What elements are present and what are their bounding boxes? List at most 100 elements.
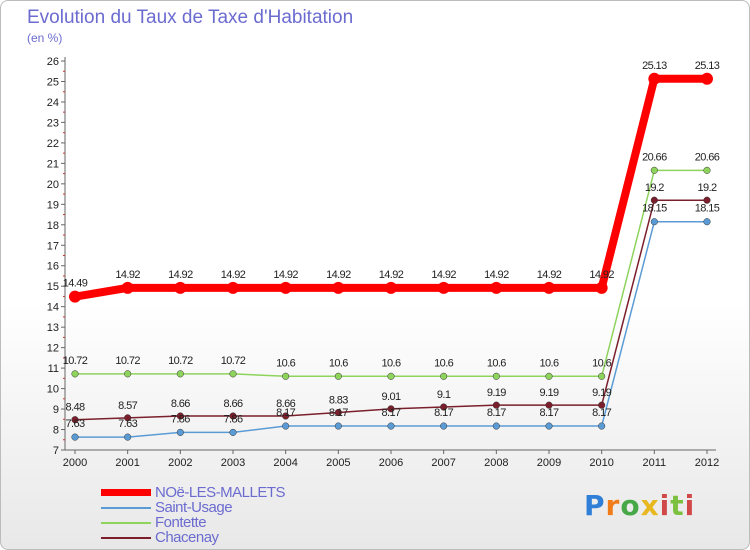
y-tick-label: 21 (47, 158, 59, 170)
data-point (440, 372, 448, 380)
data-label: 14.92 (273, 269, 298, 281)
data-point (71, 416, 79, 424)
y-tick-label: 9 (53, 404, 59, 416)
data-label: 14.92 (326, 269, 351, 281)
data-point (490, 281, 503, 294)
proxiti-logo: Proxiti (584, 489, 695, 522)
logo-letter: i (659, 489, 671, 522)
legend-swatch (101, 522, 151, 524)
data-point (334, 422, 342, 430)
data-point (650, 218, 658, 226)
x-tick-label: 2003 (221, 457, 245, 469)
data-point (282, 422, 290, 430)
data-label: 18.15 (695, 203, 720, 215)
legend-item: NOë-LES-MALLETS (101, 484, 361, 501)
data-point (176, 412, 184, 420)
data-point (332, 281, 345, 294)
chart-title: Evolution du Taux de Taxe d'Habitation (27, 7, 354, 28)
x-tick-label: 2010 (589, 457, 613, 469)
data-label: 10.6 (592, 357, 611, 369)
data-point (174, 281, 187, 294)
legend-label: Saint-Usage (155, 499, 233, 516)
legend-label: Fontette (155, 514, 207, 531)
x-tick-label: 2000 (63, 457, 87, 469)
y-tick-label: 24 (47, 97, 59, 109)
logo-letter: x (640, 489, 660, 522)
data-label: 9.1 (437, 389, 451, 401)
data-point (492, 422, 500, 430)
data-label: 8.17 (276, 407, 295, 419)
data-label: 10.6 (539, 357, 558, 369)
data-point (385, 281, 397, 294)
data-label: 14.92 (115, 269, 140, 281)
data-label: 18.15 (642, 203, 667, 215)
legend-item: Saint-Usage (101, 499, 361, 516)
data-label: 10.6 (487, 357, 506, 369)
y-tick-label: 7 (53, 445, 59, 457)
y-tick-label: 23 (47, 117, 59, 129)
data-label: 14.92 (589, 269, 614, 281)
logo-letter: r (605, 489, 621, 522)
y-tick-label: 20 (47, 179, 59, 191)
data-point (334, 372, 342, 380)
legend-item: Fontette (101, 514, 361, 531)
data-label: 10.72 (221, 355, 246, 367)
y-tick-label: 22 (47, 138, 59, 150)
y-tick-label: 26 (47, 56, 59, 68)
y-tick-label: 13 (47, 322, 59, 334)
data-label: 10.6 (329, 357, 348, 369)
data-point (227, 281, 239, 294)
x-tick-label: 2012 (695, 457, 719, 469)
data-point (334, 408, 342, 417)
data-point (440, 403, 448, 411)
data-point (229, 370, 237, 378)
logo-letter: i (684, 489, 696, 522)
data-point (387, 405, 395, 413)
data-label: 14.92 (431, 269, 456, 281)
data-point (703, 218, 711, 226)
data-label: 10.72 (115, 355, 140, 367)
logo-letter: t (670, 489, 685, 522)
x-tick-label: 2008 (484, 457, 508, 469)
data-point (176, 370, 184, 378)
data-point (648, 72, 661, 85)
data-point (545, 401, 553, 409)
data-label: 10.6 (434, 357, 453, 369)
data-point (701, 72, 713, 85)
data-label: 19.2 (645, 182, 664, 194)
data-point (703, 166, 711, 174)
data-point (124, 433, 132, 441)
data-label: 8.17 (487, 407, 506, 419)
data-point (121, 281, 134, 294)
data-label: 14.92 (221, 269, 246, 281)
data-label: 8.57 (118, 400, 137, 412)
data-point (229, 428, 237, 436)
data-label: 7.86 (223, 413, 242, 425)
data-label: 9.19 (487, 387, 506, 399)
data-point (176, 428, 184, 436)
data-label: 20.66 (642, 151, 667, 163)
data-label: 14.92 (168, 269, 193, 281)
data-label: 8.66 (171, 398, 190, 410)
data-label: 9.19 (592, 387, 611, 399)
data-point (598, 422, 606, 430)
data-label: 8.48 (65, 402, 84, 414)
chart-unit: (en %) (27, 31, 63, 45)
data-label: 7.63 (65, 418, 84, 430)
data-label: 25.13 (695, 60, 720, 72)
data-point (703, 196, 711, 204)
data-point (279, 281, 292, 294)
legend-swatch (101, 537, 151, 539)
x-tick-label: 2005 (326, 457, 350, 469)
data-label: 9.19 (539, 387, 558, 399)
data-point (598, 372, 606, 380)
data-label: 20.66 (695, 151, 720, 163)
x-tick-label: 2002 (168, 457, 192, 469)
data-point (650, 166, 658, 174)
series-line-0 (71, 74, 711, 301)
y-tick-label: 18 (47, 220, 59, 232)
logo-letter: P (584, 489, 606, 522)
data-label: 10.6 (381, 357, 400, 369)
